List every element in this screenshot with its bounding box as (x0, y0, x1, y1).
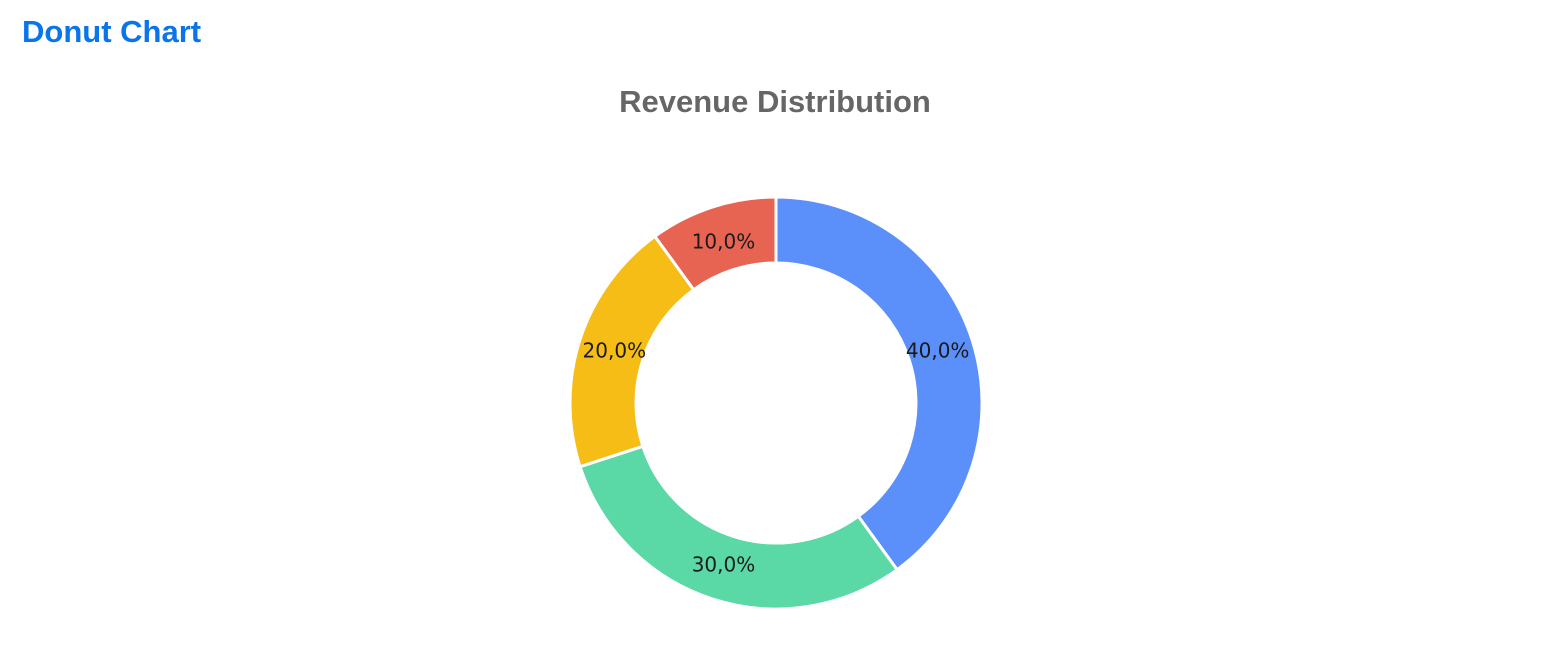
slice-label-4: 10,0% (692, 229, 756, 253)
slice-label-2: 30,0% (692, 553, 756, 577)
donut-slice-1[interactable] (774, 195, 984, 572)
donut-slices (568, 195, 984, 611)
chart-title: Revenue Distribution (619, 84, 931, 119)
page-title: Donut Chart (22, 14, 202, 49)
donut-slice-2[interactable] (578, 444, 900, 611)
slice-label-1: 40,0% (906, 338, 970, 362)
donut-slice-4[interactable] (652, 195, 778, 292)
slice-label-3: 20,0% (583, 338, 647, 362)
donut-labels: 40,0% 30,0% 20,0% 10,0% (583, 229, 970, 576)
